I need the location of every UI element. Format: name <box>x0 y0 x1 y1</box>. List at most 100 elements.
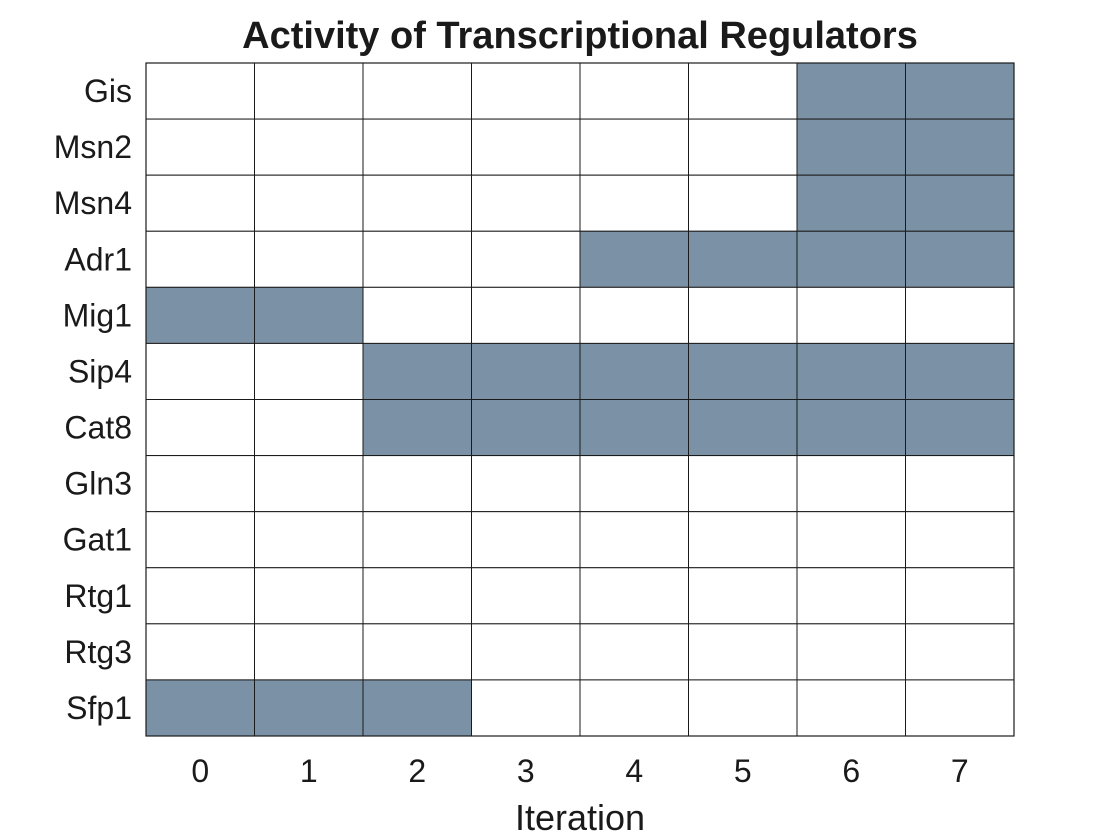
column-label-4: 4 <box>625 753 643 789</box>
row-label-gis: Gis <box>84 73 132 109</box>
heatmap-cell-sfp1-4 <box>579 679 689 737</box>
heatmap-cell-gis-7 <box>905 62 1015 120</box>
heatmap-cell-cat8-2 <box>362 399 472 457</box>
heatmap-cell-mig1-0 <box>145 286 255 344</box>
heatmap-cell-msn2-5 <box>688 118 798 176</box>
heatmap-cell-gat1-2 <box>362 511 472 569</box>
column-label-6: 6 <box>842 753 860 789</box>
heatmap-cell-msn2-1 <box>254 118 364 176</box>
x-axis-label: Iteration <box>515 797 645 838</box>
heatmap-cell-msn2-2 <box>362 118 472 176</box>
heatmap-cell-mig1-4 <box>579 286 689 344</box>
column-label-1: 1 <box>300 753 318 789</box>
heatmap-cell-mig1-1 <box>254 286 364 344</box>
heatmap-cell-sip4-2 <box>362 342 472 400</box>
heatmap-cell-mig1-7 <box>905 286 1015 344</box>
heatmap-cell-sfp1-7 <box>905 679 1015 737</box>
heatmap-cell-gat1-4 <box>579 511 689 569</box>
chart-title: Activity of Transcriptional Regulators <box>242 15 918 57</box>
column-label-0: 0 <box>191 753 209 789</box>
heatmap-cell-adr1-2 <box>362 230 472 288</box>
heatmap-cell-gln3-7 <box>905 455 1015 513</box>
heatmap-cell-gln3-6 <box>796 455 906 513</box>
heatmap-cell-msn4-5 <box>688 174 798 232</box>
heatmap-cell-gis-0 <box>145 62 255 120</box>
heatmap-cell-sfp1-0 <box>145 679 255 737</box>
heatmap-cell-sfp1-3 <box>471 679 581 737</box>
heatmap-cell-gln3-0 <box>145 455 255 513</box>
heatmap-cell-msn2-6 <box>796 118 906 176</box>
heatmap-cell-adr1-4 <box>579 230 689 288</box>
heatmap-cell-rtg3-2 <box>362 623 472 681</box>
row-label-rtg3: Rtg3 <box>64 634 132 670</box>
heatmap-cell-msn4-2 <box>362 174 472 232</box>
heatmap-cell-gat1-5 <box>688 511 798 569</box>
heatmap-cell-msn2-3 <box>471 118 581 176</box>
row-label-gln3: Gln3 <box>64 466 132 502</box>
heatmap-cell-msn4-1 <box>254 174 364 232</box>
heatmap-cell-gat1-6 <box>796 511 906 569</box>
heatmap-cell-msn2-0 <box>145 118 255 176</box>
heatmap-cell-adr1-5 <box>688 230 798 288</box>
heatmap-cell-adr1-6 <box>796 230 906 288</box>
heatmap-cell-rtg1-4 <box>579 567 689 625</box>
heatmap-cell-gat1-0 <box>145 511 255 569</box>
heatmap-cell-cat8-0 <box>145 399 255 457</box>
heatmap-cell-gat1-1 <box>254 511 364 569</box>
row-label-sfp1: Sfp1 <box>66 690 132 726</box>
row-label-mig1: Mig1 <box>63 297 132 333</box>
heatmap-cells <box>145 62 1015 737</box>
heatmap-cell-sip4-5 <box>688 342 798 400</box>
row-label-msn4: Msn4 <box>54 185 132 221</box>
heatmap-cell-adr1-7 <box>905 230 1015 288</box>
row-labels: Gis Msn2 Msn4 Adr1 Mig1 Sip4 Cat8 Gln3 Gat1 Rtg1 R… <box>54 73 132 726</box>
heatmap-cell-gat1-7 <box>905 511 1015 569</box>
heatmap-cell-adr1-3 <box>471 230 581 288</box>
heatmap-cell-rtg1-3 <box>471 567 581 625</box>
heatmap-cell-cat8-3 <box>471 399 581 457</box>
heatmap-cell-rtg3-5 <box>688 623 798 681</box>
heatmap-cell-gis-5 <box>688 62 798 120</box>
heatmap-cell-gln3-5 <box>688 455 798 513</box>
heatmap-cell-cat8-7 <box>905 399 1015 457</box>
row-label-msn2: Msn2 <box>54 129 132 165</box>
heatmap-cell-rtg3-0 <box>145 623 255 681</box>
heatmap-cell-gln3-1 <box>254 455 364 513</box>
column-label-5: 5 <box>734 753 752 789</box>
heatmap-cell-rtg3-3 <box>471 623 581 681</box>
heatmap-cell-sip4-1 <box>254 342 364 400</box>
heatmap-cell-gis-6 <box>796 62 906 120</box>
heatmap-cell-cat8-6 <box>796 399 906 457</box>
heatmap-cell-cat8-5 <box>688 399 798 457</box>
heatmap-cell-mig1-3 <box>471 286 581 344</box>
row-label-sip4: Sip4 <box>68 353 132 389</box>
heatmap-cell-rtg1-0 <box>145 567 255 625</box>
heatmap-cell-rtg1-2 <box>362 567 472 625</box>
heatmap-cell-sip4-0 <box>145 342 255 400</box>
heatmap-cell-gis-3 <box>471 62 581 120</box>
column-labels: 0 1 2 3 4 5 6 7 <box>191 753 968 789</box>
heatmap-cell-gat1-3 <box>471 511 581 569</box>
heatmap-cell-gis-4 <box>579 62 689 120</box>
heatmap-cell-gis-2 <box>362 62 472 120</box>
heatmap-cell-sip4-3 <box>471 342 581 400</box>
heatmap-cell-msn4-4 <box>579 174 689 232</box>
heatmap-cell-rtg3-7 <box>905 623 1015 681</box>
heatmap-cell-mig1-5 <box>688 286 798 344</box>
heatmap-cell-sip4-4 <box>579 342 689 400</box>
heatmap-cell-rtg1-1 <box>254 567 364 625</box>
row-label-adr1: Adr1 <box>64 241 132 277</box>
plot-border <box>145 62 1015 737</box>
heatmap-cell-sfp1-2 <box>362 679 472 737</box>
heatmap-cell-rtg1-5 <box>688 567 798 625</box>
heatmap-cell-msn4-0 <box>145 174 255 232</box>
heatmap-cell-adr1-0 <box>145 230 255 288</box>
heatmap-cell-sfp1-1 <box>254 679 364 737</box>
heatmap-cell-rtg3-4 <box>579 623 689 681</box>
column-label-7: 7 <box>951 753 969 789</box>
row-label-cat8: Cat8 <box>64 410 132 446</box>
heatmap-cell-sip4-6 <box>796 342 906 400</box>
heatmap-cell-gln3-2 <box>362 455 472 513</box>
